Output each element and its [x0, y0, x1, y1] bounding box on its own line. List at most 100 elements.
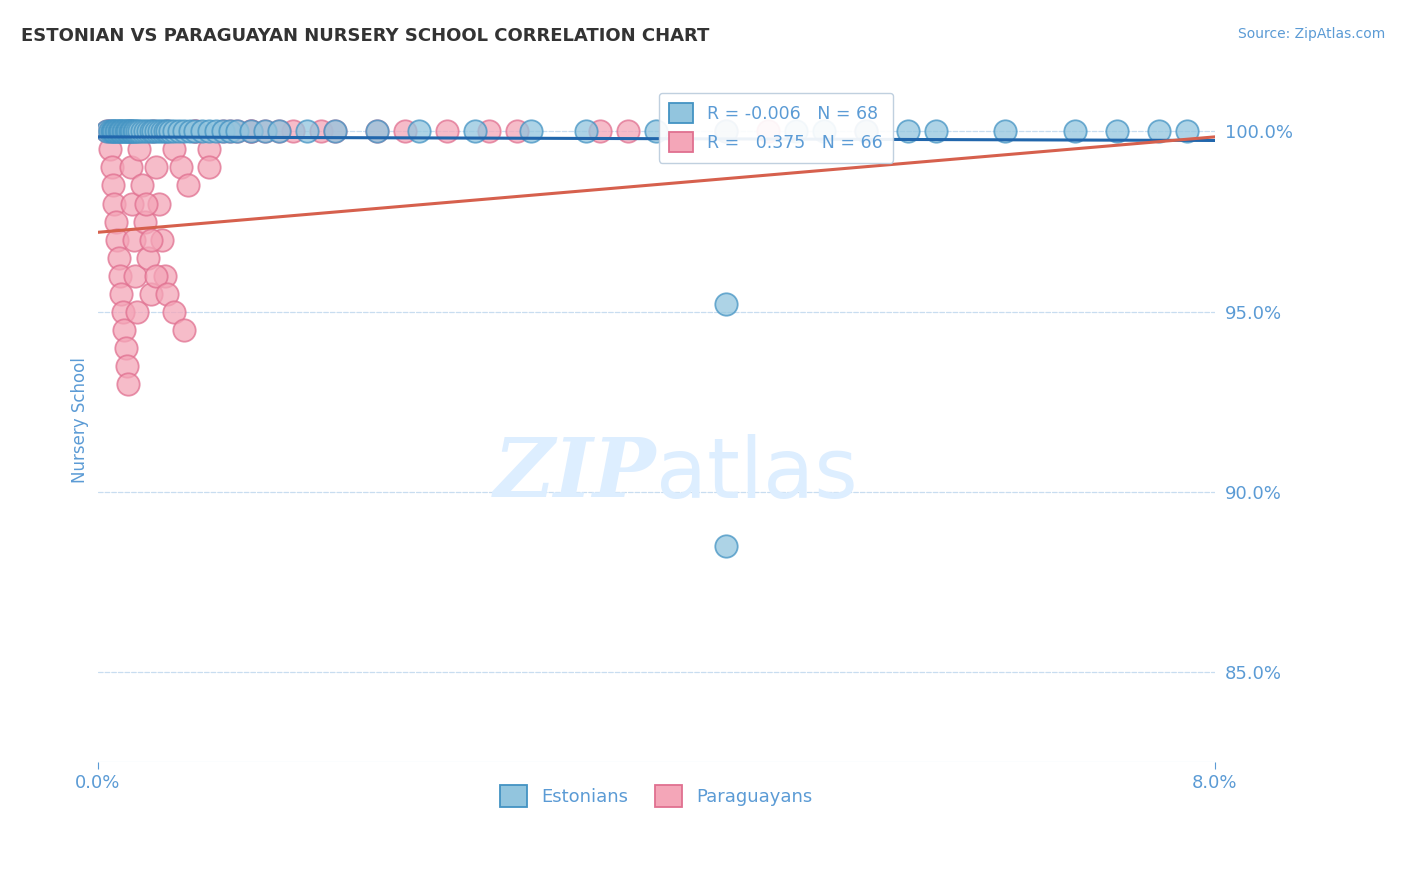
- Point: [813, 124, 835, 138]
- Point: [156, 124, 179, 138]
- Point: [110, 124, 132, 138]
- Point: [254, 124, 277, 138]
- Point: [121, 196, 143, 211]
- Point: [240, 124, 263, 138]
- Point: [191, 124, 214, 138]
- Point: [118, 124, 141, 138]
- Point: [118, 124, 141, 138]
- Point: [111, 124, 134, 138]
- Point: [125, 124, 148, 138]
- Point: [105, 124, 128, 138]
- Point: [103, 124, 125, 138]
- Point: [134, 214, 156, 228]
- Point: [124, 124, 146, 138]
- Point: [219, 124, 242, 138]
- Point: [184, 124, 207, 138]
- Point: [198, 143, 221, 157]
- Point: [645, 124, 668, 138]
- Point: [148, 196, 170, 211]
- Point: [924, 124, 946, 138]
- Point: [98, 124, 121, 138]
- Point: [96, 124, 118, 138]
- Point: [212, 124, 235, 138]
- Point: [107, 124, 129, 138]
- Point: [128, 143, 150, 157]
- Point: [131, 124, 153, 138]
- Point: [198, 124, 221, 138]
- Point: [100, 161, 122, 175]
- Point: [295, 124, 318, 138]
- Text: Source: ZipAtlas.com: Source: ZipAtlas.com: [1237, 27, 1385, 41]
- Point: [136, 124, 159, 138]
- Point: [173, 124, 195, 138]
- Point: [1175, 124, 1198, 138]
- Point: [145, 268, 167, 283]
- Point: [124, 268, 146, 283]
- Point: [505, 124, 527, 138]
- Point: [714, 297, 737, 311]
- Point: [104, 214, 127, 228]
- Point: [120, 161, 142, 175]
- Point: [714, 124, 737, 138]
- Point: [478, 124, 501, 138]
- Point: [617, 124, 640, 138]
- Point: [128, 124, 150, 138]
- Point: [184, 124, 207, 138]
- Point: [112, 124, 135, 138]
- Point: [142, 124, 165, 138]
- Legend: Estonians, Paraguayans: Estonians, Paraguayans: [492, 778, 820, 814]
- Point: [198, 161, 221, 175]
- Point: [115, 124, 138, 138]
- Point: [205, 124, 228, 138]
- Text: atlas: atlas: [657, 434, 858, 515]
- Point: [219, 124, 242, 138]
- Point: [136, 251, 159, 265]
- Point: [153, 268, 176, 283]
- Point: [150, 233, 173, 247]
- Point: [107, 251, 129, 265]
- Point: [97, 124, 120, 138]
- Point: [714, 539, 737, 553]
- Point: [142, 124, 165, 138]
- Point: [269, 124, 291, 138]
- Point: [464, 124, 486, 138]
- Point: [98, 143, 121, 157]
- Point: [785, 124, 807, 138]
- Point: [366, 124, 388, 138]
- Point: [994, 124, 1017, 138]
- Point: [1147, 124, 1170, 138]
- Point: [131, 178, 153, 193]
- Point: [897, 124, 920, 138]
- Point: [254, 124, 277, 138]
- Point: [150, 124, 173, 138]
- Point: [269, 124, 291, 138]
- Y-axis label: Nursery School: Nursery School: [72, 357, 89, 483]
- Point: [159, 124, 181, 138]
- Point: [226, 124, 249, 138]
- Point: [111, 304, 134, 318]
- Point: [125, 304, 148, 318]
- Point: [104, 124, 127, 138]
- Point: [240, 124, 263, 138]
- Point: [855, 124, 877, 138]
- Point: [101, 124, 124, 138]
- Point: [156, 286, 179, 301]
- Point: [139, 124, 162, 138]
- Point: [173, 322, 195, 336]
- Point: [323, 124, 346, 138]
- Point: [575, 124, 598, 138]
- Point: [148, 124, 170, 138]
- Point: [139, 286, 162, 301]
- Point: [135, 196, 157, 211]
- Text: ESTONIAN VS PARAGUAYAN NURSERY SCHOOL CORRELATION CHART: ESTONIAN VS PARAGUAYAN NURSERY SCHOOL CO…: [21, 27, 710, 45]
- Point: [121, 124, 143, 138]
- Point: [108, 124, 131, 138]
- Point: [122, 233, 145, 247]
- Point: [110, 286, 132, 301]
- Point: [281, 124, 304, 138]
- Point: [519, 124, 541, 138]
- Point: [226, 124, 249, 138]
- Point: [436, 124, 458, 138]
- Point: [120, 124, 142, 138]
- Point: [114, 124, 136, 138]
